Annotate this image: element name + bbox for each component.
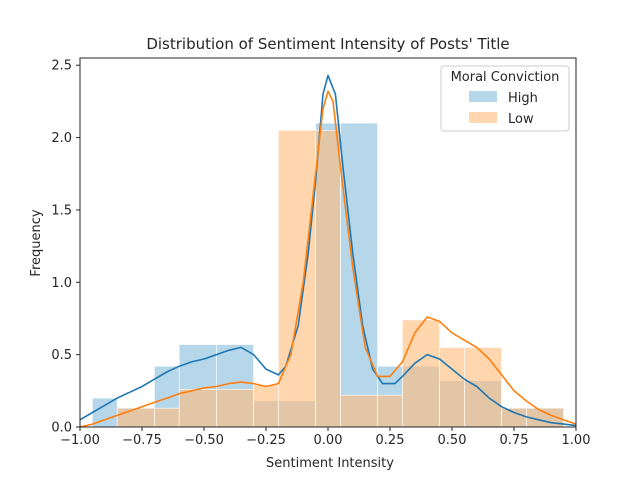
y-tick-label: 0.5 (51, 348, 72, 363)
bar-low-9 (402, 319, 440, 428)
bar-low-12 (501, 407, 527, 428)
series-low-bars (116, 130, 564, 428)
y-tick-label: 1.5 (51, 203, 72, 218)
legend-title: Moral Conviction (451, 70, 560, 85)
chart-title: Distribution of Sentiment Intensity of P… (146, 35, 509, 53)
bar-low-5 (278, 130, 316, 428)
y-tick-label: 2.0 (51, 131, 72, 146)
bar-high-8 (340, 122, 378, 428)
bar-low-8 (377, 394, 403, 428)
kde-line-high (79, 74, 577, 427)
x-tick-label: 0.50 (438, 433, 467, 448)
y-axis: 0.0 0.5 1.0 1.5 2.0 2.5 (51, 59, 80, 436)
x-axis-label: Sentiment Intensity (266, 456, 394, 471)
legend-swatch-low (469, 112, 497, 123)
bar-low-3 (216, 389, 254, 428)
bar-low-11 (464, 347, 502, 428)
x-tick-label: −1.00 (60, 433, 100, 448)
bar-low-10 (439, 347, 465, 428)
legend-label-low: Low (508, 112, 534, 127)
y-tick-label: 1.0 (51, 276, 72, 291)
bar-low-6 (315, 130, 341, 428)
y-tick-label: 0.0 (51, 421, 72, 436)
legend: Moral Conviction High Low (440, 65, 570, 132)
y-tick-label: 2.5 (51, 59, 72, 74)
y-axis-label: Frequency (29, 209, 44, 276)
bar-low-7 (340, 394, 378, 428)
legend-swatch-high (469, 91, 497, 102)
bar-low-1 (154, 407, 180, 428)
plot-area (79, 74, 577, 428)
kde-line-low (79, 90, 577, 428)
x-tick-label: −0.75 (122, 433, 162, 448)
x-tick-label: −0.50 (184, 433, 224, 448)
legend-label-high: High (508, 91, 538, 106)
bar-low-0 (116, 407, 155, 428)
x-tick-label: 0.25 (376, 433, 405, 448)
x-tick-label: 0.00 (314, 433, 343, 448)
x-tick-label: −0.25 (246, 433, 286, 448)
x-tick-label: 1.00 (562, 433, 591, 448)
x-tick-label: 0.75 (500, 433, 529, 448)
bar-low-4 (253, 384, 279, 428)
x-axis: −1.00 −0.75 −0.50 −0.25 0.00 0.25 0.50 0.75 1.00 (60, 427, 590, 448)
bar-low-2 (178, 389, 217, 428)
